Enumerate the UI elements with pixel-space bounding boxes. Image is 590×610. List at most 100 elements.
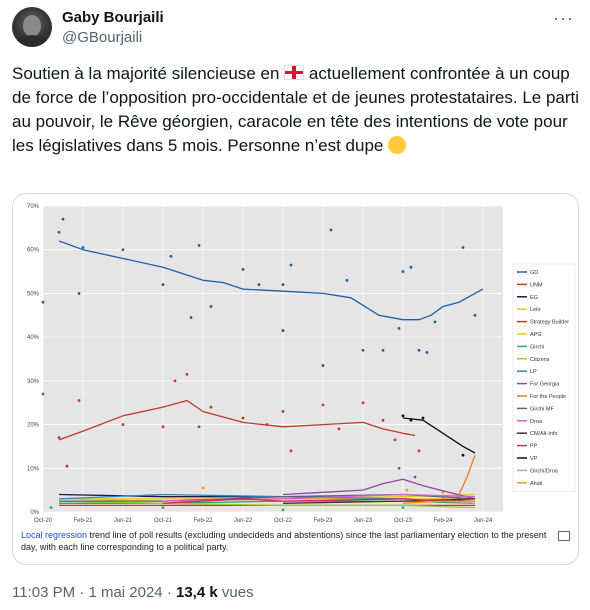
scatter-point xyxy=(169,254,173,258)
tweet-date[interactable]: 1 mai 2024 xyxy=(88,584,163,601)
series-line xyxy=(59,493,476,502)
tweet-text-part-2: actuellement confrontée à un coup de for… xyxy=(12,64,580,155)
scatter-point xyxy=(41,300,45,304)
x-tick-label: Oct-23 xyxy=(394,518,413,524)
scatter-point xyxy=(321,364,325,367)
scatter-point xyxy=(381,418,385,422)
legend-label: EG xyxy=(530,295,538,301)
legend-label: Strategy Builder xyxy=(530,320,569,326)
scatter-point xyxy=(337,427,341,431)
x-tick-label: Feb-24 xyxy=(433,518,453,524)
series-line xyxy=(402,500,475,504)
x-tick-label: Feb-22 xyxy=(193,518,213,524)
scatter-point xyxy=(381,348,385,352)
legend-box xyxy=(512,263,576,492)
series-line xyxy=(454,454,476,504)
plot-background xyxy=(43,206,503,512)
view-count: 13,4 k xyxy=(176,584,218,601)
scatter-point xyxy=(121,248,125,252)
x-tick-label: Oct-22 xyxy=(274,518,293,524)
scatter-point xyxy=(321,403,325,407)
x-tick-label: Feb-21 xyxy=(73,518,93,524)
poll-chart: 0% 10% 20% 30% 40% 50% 60% 70% Oct-20 Feb-21 Jun-2… xyxy=(13,194,578,524)
scatter-point xyxy=(329,228,333,232)
scatter-point xyxy=(281,283,285,287)
avatar[interactable] xyxy=(12,7,52,47)
x-tick-label: Oct-21 xyxy=(154,518,173,524)
legend-label: LP xyxy=(530,369,537,375)
series-line xyxy=(58,240,484,321)
media-card[interactable]: 0% 10% 20% 30% 40% 50% 60% 70% Oct-20 Feb-21 Jun-2… xyxy=(12,193,579,565)
display-name[interactable]: Gaby Bourjaili xyxy=(62,9,164,26)
scatter-point xyxy=(289,449,293,453)
scatter-point xyxy=(197,425,201,429)
scatter-point xyxy=(57,230,61,234)
y-tick-label: 0% xyxy=(30,510,39,516)
scatter-point xyxy=(241,416,245,420)
series-line xyxy=(282,478,476,500)
scatter-point xyxy=(61,217,65,221)
scatter-point xyxy=(77,399,81,402)
scatter-point xyxy=(189,316,193,319)
scatter-point xyxy=(161,283,165,287)
tweet-text: Soutien à la majorité silencieuse en act… xyxy=(12,62,580,158)
legend-label: Girchi/Droa xyxy=(530,468,559,474)
legend-label: UNM xyxy=(530,282,543,288)
scatter-point xyxy=(417,348,421,352)
georgia-flag-icon xyxy=(284,65,305,80)
views-label: vues xyxy=(217,584,254,601)
scatter-point xyxy=(241,267,245,271)
chart-caption: Local regression trend line of poll resu… xyxy=(21,529,561,553)
scatter-point xyxy=(397,327,401,330)
tweet-time[interactable]: 11:03 PM xyxy=(12,584,76,601)
meta-separator-2: · xyxy=(162,584,176,601)
scatter-point xyxy=(397,466,401,470)
caption-text: trend line of poll results (excluding un… xyxy=(21,530,547,552)
scatter-point xyxy=(81,246,85,249)
local-regression-link[interactable]: Local regression xyxy=(21,530,88,540)
legend-label: Lelo xyxy=(530,307,540,313)
scatter-point xyxy=(201,486,205,490)
y-tick-label: 30% xyxy=(27,379,40,385)
legend-label: APG xyxy=(530,332,542,338)
series-line xyxy=(58,399,416,441)
chart-svg: 0% 10% 20% 30% 40% 50% 60% 70% Oct-20 Feb-21 Jun-2… xyxy=(27,204,576,524)
scatter-point xyxy=(289,263,293,267)
user-handle[interactable]: @GBourjaili xyxy=(62,29,143,46)
legend-label: VP xyxy=(530,456,538,462)
scatter-point xyxy=(361,348,365,352)
tweet-metadata: 11:03 PM · 1 mai 2024 · 13,4 k vues xyxy=(12,584,254,601)
scatter-point xyxy=(49,506,53,510)
legend-label: CM/Alt-Info xyxy=(530,431,558,437)
expand-image-icon[interactable] xyxy=(558,531,570,541)
x-tick-label: Oct-20 xyxy=(34,518,53,524)
y-tick-label: 10% xyxy=(27,466,40,472)
legend-label: For Georgia xyxy=(530,382,560,388)
scatter-point xyxy=(65,464,69,468)
avatar-face xyxy=(23,15,41,37)
x-tick-label: Jun-22 xyxy=(234,518,253,524)
scatter-point xyxy=(401,414,405,418)
scatter-point xyxy=(401,270,405,273)
y-tick-label: 60% xyxy=(27,248,40,254)
legend-label: Girchi MF xyxy=(530,406,554,412)
scatter-point xyxy=(413,475,417,479)
series-line xyxy=(402,417,476,454)
scatter-point xyxy=(473,313,477,317)
scatter-point xyxy=(421,416,425,420)
scatter-point xyxy=(161,506,165,510)
scatter-point xyxy=(281,508,285,512)
scatter-point xyxy=(425,351,429,354)
y-tick-label: 70% xyxy=(27,204,40,210)
scatter-point xyxy=(417,449,421,453)
series-line xyxy=(58,500,476,509)
scatter-point xyxy=(405,488,409,492)
more-options-icon[interactable]: ··· xyxy=(553,8,574,28)
scatter-point xyxy=(461,453,465,457)
scatter-point xyxy=(345,278,349,282)
scatter-point xyxy=(197,243,201,247)
scatter-point xyxy=(393,438,397,442)
scatter-point xyxy=(401,506,405,510)
scatter-point xyxy=(461,246,465,249)
x-tick-label: Jun-21 xyxy=(114,518,133,524)
